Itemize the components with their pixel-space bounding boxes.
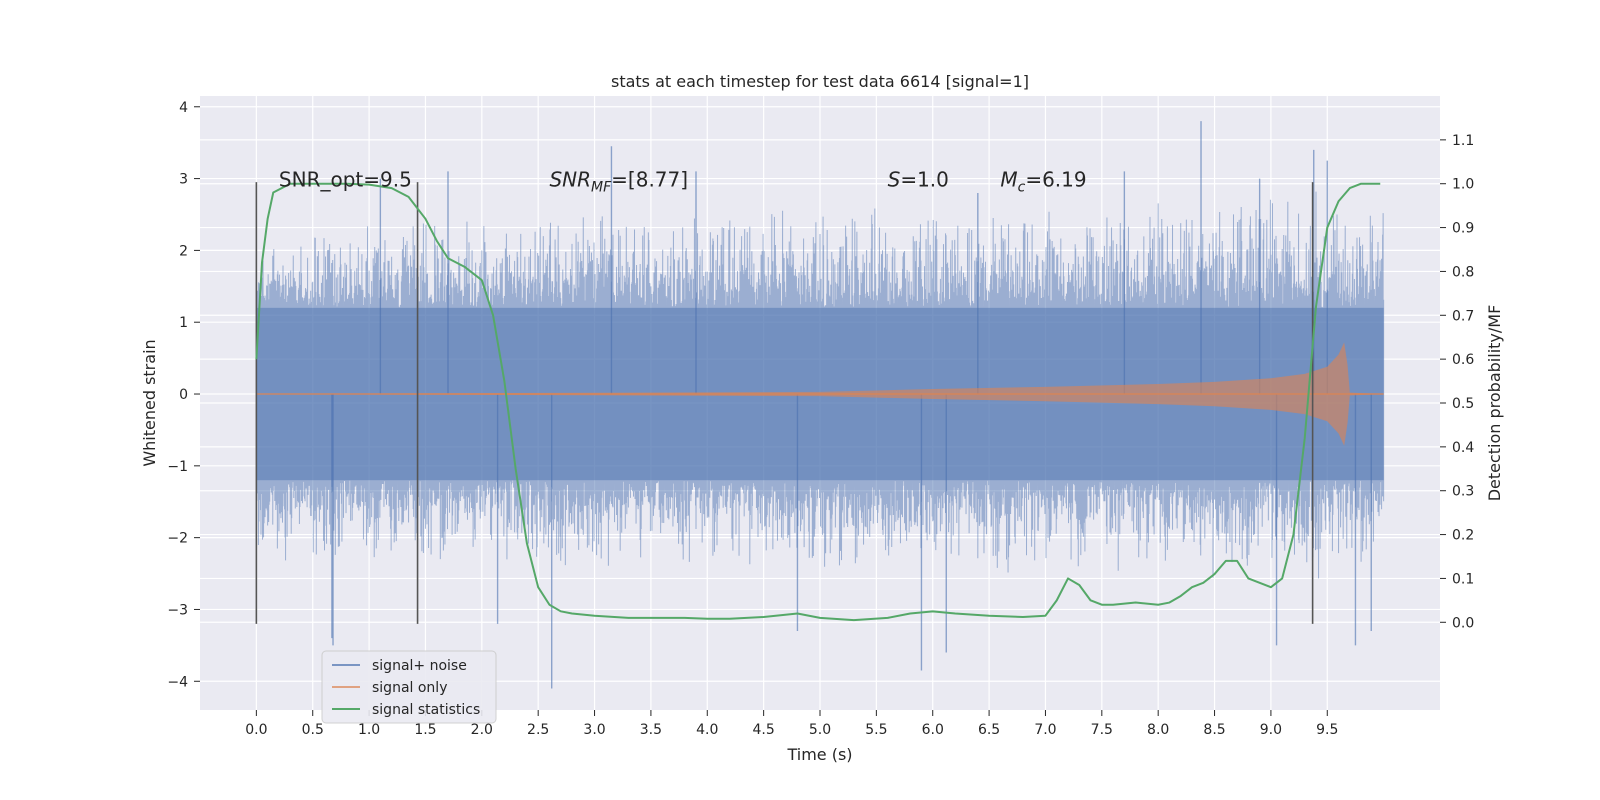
x-tick-label: 3.5 — [640, 722, 662, 738]
y-tick-label: −3 — [167, 602, 188, 618]
annotation-value: =[8.77] — [611, 168, 688, 192]
y-tick-label: −2 — [167, 531, 188, 547]
signal-only-series — [256, 342, 1384, 446]
legend-label: signal statistics — [372, 702, 480, 718]
y-tick-label: −4 — [167, 674, 188, 690]
x-tick-label: 2.0 — [471, 722, 493, 738]
legend-box — [321, 650, 497, 724]
annotation-value: =1.0 — [900, 168, 949, 192]
y-right-tick-label: 0.7 — [1452, 308, 1474, 324]
y-right-axis-label: Detection probability/MF — [1485, 305, 1504, 502]
annotation-main: SNR_opt=9.5 — [279, 168, 412, 192]
y-tick-label: 0 — [179, 387, 188, 403]
legend: signal+ noise signal only signal statistic… — [321, 650, 497, 724]
vertical-markers — [255, 182, 1314, 624]
y-axis-label: Whitened strain — [140, 339, 159, 466]
chart-title: stats at each timestep for test data 661… — [611, 72, 1029, 91]
annotation-subscript: c — [1018, 180, 1026, 196]
y-right-tick-label: 0.0 — [1452, 615, 1474, 631]
x-tick-label: 9.0 — [1260, 722, 1282, 738]
x-tick-label: 5.0 — [809, 722, 831, 738]
annotation: S=1.0 — [888, 168, 949, 192]
annotation-main: SNR — [549, 168, 591, 192]
y-right-tick-label: 0.3 — [1452, 484, 1474, 500]
axes: 0.0 0.5 1.0 1.5 2.0 2.5 3.0 3.5 4.0 4.5 5.0 5.5 6.0 6… — [167, 100, 1474, 738]
legend-label: signal+ noise — [372, 658, 467, 674]
x-tick-label: 7.5 — [1091, 722, 1113, 738]
signal-statistics-series — [255, 182, 1381, 622]
annotation-value: =6.19 — [1025, 168, 1086, 192]
x-tick-label: 1.0 — [358, 722, 380, 738]
x-tick-label: 3.0 — [583, 722, 605, 738]
y-tick-label: 4 — [179, 100, 188, 116]
annotation: Mc=6.19 — [1000, 168, 1086, 196]
y-tick-label: 1 — [179, 315, 188, 331]
x-tick-label: 2.5 — [527, 722, 549, 738]
y-right-tick-label: 1.0 — [1452, 177, 1474, 193]
x-tick-label: 9.5 — [1316, 722, 1338, 738]
x-tick-label: 1.5 — [414, 722, 436, 738]
y-tick-label: 3 — [179, 172, 188, 188]
x-tick-label: 6.0 — [922, 722, 944, 738]
annotations: SNR_opt=9.5 SNRMF=[8.77] S=1.0 Mc=6.19 — [279, 168, 1087, 196]
x-axis-label: Time (s) — [786, 745, 852, 764]
annotation-subscript: MF — [591, 180, 612, 196]
legend-label: signal only — [372, 680, 447, 696]
x-tick-label: 0.5 — [302, 722, 324, 738]
annotation-main: M — [1000, 168, 1017, 192]
y-right-tick-label: 0.4 — [1452, 440, 1474, 456]
x-tick-label: 5.5 — [865, 722, 887, 738]
y-right-tick-label: 0.2 — [1452, 528, 1474, 544]
x-tick-label: 0.0 — [245, 722, 267, 738]
x-tick-label: 8.0 — [1147, 722, 1169, 738]
y-tick-label: 2 — [179, 243, 188, 259]
y-right-tick-label: 0.6 — [1452, 352, 1474, 368]
y-right-tick-label: 0.5 — [1452, 396, 1474, 412]
x-tick-label: 7.0 — [1034, 722, 1056, 738]
y-right-tick-label: 0.1 — [1452, 571, 1474, 587]
annotation: SNRMF=[8.77] — [549, 168, 688, 196]
x-tick-label: 8.5 — [1203, 722, 1225, 738]
y-right-tick-label: 0.8 — [1452, 264, 1474, 280]
x-tick-label: 4.0 — [696, 722, 718, 738]
annotation: SNR_opt=9.5 — [279, 168, 412, 192]
annotation-main: S — [888, 168, 901, 192]
x-tick-label: 4.5 — [753, 722, 775, 738]
y-right-tick-label: 1.1 — [1452, 133, 1474, 149]
y-right-tick-label: 0.9 — [1452, 221, 1474, 237]
stats-line — [255, 182, 1381, 622]
y-tick-label: −1 — [167, 459, 188, 475]
x-tick-label: 6.5 — [978, 722, 1000, 738]
